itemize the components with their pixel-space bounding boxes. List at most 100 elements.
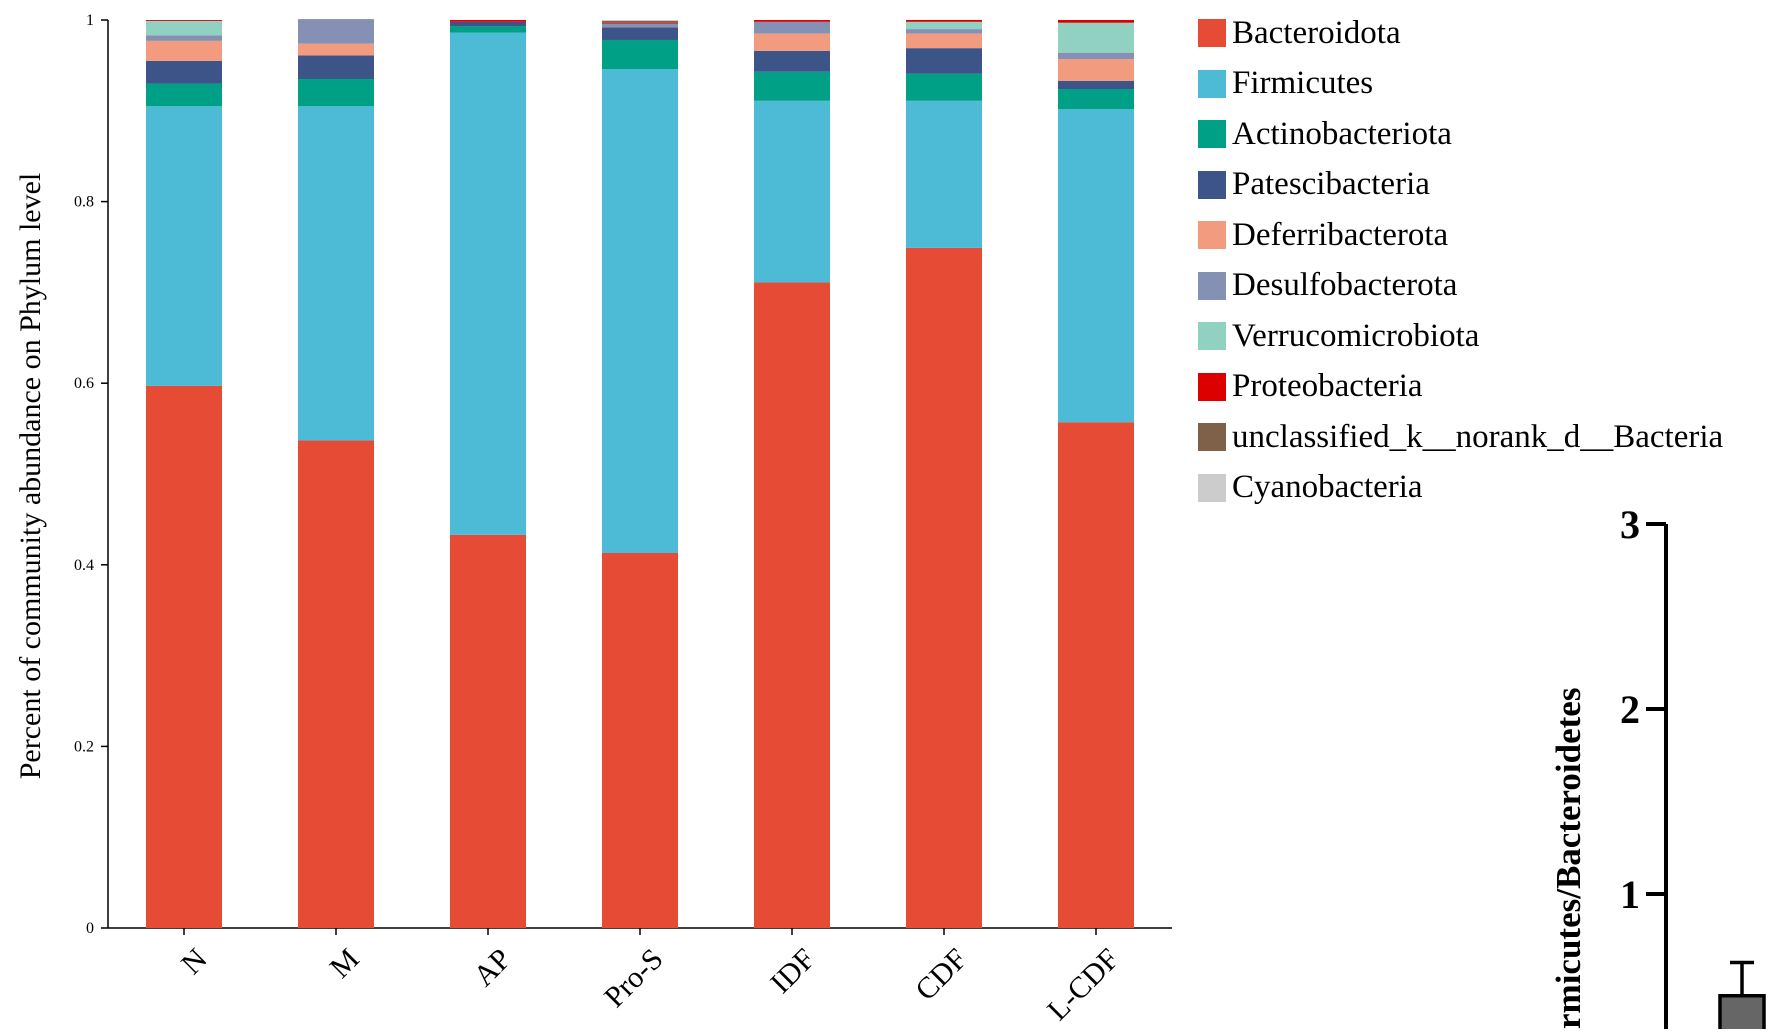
bar-segment [754,20,830,22]
legend-swatch [1198,372,1226,401]
y-tick-label: 0.8 [74,194,94,211]
bar-segment [450,21,526,27]
bar-segment [298,55,374,80]
y-tick-label: 0.4 [74,557,94,574]
bar-segment [602,39,678,70]
legend-item: Patescibacteria [1198,160,1723,211]
bar-segment [298,19,374,44]
bar-segment [146,83,222,107]
y-tick-label: 0.2 [74,738,94,755]
y-tick-label: 0.6 [74,375,94,392]
bar-segment [450,534,526,928]
y-tick-label: 1 [86,12,94,29]
bar-segment [602,22,678,24]
bar-segment [298,43,374,56]
y-tick-label: 0 [86,920,94,937]
legend-swatch [1198,221,1226,250]
bar-segment [298,79,374,107]
bar-segment [906,247,982,928]
x-tick-label: L-CDF [1041,942,1126,1027]
bar-segment [1058,20,1134,23]
bar-segment [906,29,982,34]
bar-segment [602,20,678,21]
legend-item: Verrucomicrobiota [1198,311,1723,362]
legend-swatch [1198,120,1226,149]
legend-label: Cyanobacteria [1232,469,1423,506]
legend-item: Bacteroidota [1198,8,1723,59]
x-tick-label: AP [467,942,517,992]
bar-segment [1058,52,1134,60]
bar-segment [146,40,222,61]
bar-segment [1058,108,1134,423]
legend-label: Verrucomicrobiota [1232,317,1480,354]
bar-segment [450,32,526,535]
bar-segment [146,35,222,41]
bar-segment [906,48,982,74]
bar-segment [754,33,830,51]
inset-bar [1718,994,1766,1034]
bar-segment [602,69,678,553]
legend-swatch [1198,19,1226,48]
legend-item: Actinobacteriota [1198,109,1723,160]
bar-segment [754,71,830,101]
bar-segment [754,100,830,283]
legend: Bacteroidota Firmicutes Actinobacteriota Pa… [1198,8,1723,513]
bar-segment [906,73,982,101]
legend-label: Desulfobacterota [1232,267,1458,304]
x-tick-label: CDF [909,942,974,1007]
legend-label: Deferribacterota [1232,216,1449,253]
bar-segment [1058,80,1134,90]
bar-segment [450,20,526,22]
legend-label: Proteobacteria [1232,368,1423,405]
bar-segment [906,33,982,49]
bar-segment [146,20,222,36]
x-tick-label: M [323,942,365,984]
legend-label: Bacteroidota [1232,14,1401,51]
legend-swatch [1198,473,1226,502]
bar-segment [450,26,526,33]
inset-y-tick-label: 2 [1620,687,1640,732]
bar-segment [906,100,982,248]
legend-label: Actinobacteriota [1232,115,1452,152]
bar-segment [298,106,374,441]
bar-segment [754,282,830,928]
bar-segment [906,20,982,22]
legend-item: unclassified_k__norank_d__Bacteria [1198,412,1723,463]
legend-label: Patescibacteria [1232,166,1430,203]
legend-swatch [1198,69,1226,98]
legend-label: Firmicutes [1232,65,1374,102]
bar-segment [146,106,222,386]
inset-y-axis-label: rmicutes/Bacteroidetes [1549,688,1588,1029]
legend-item: Proteobacteria [1198,362,1723,413]
legend-item: Cyanobacteria [1198,463,1723,514]
legend-label: unclassified_k__norank_d__Bacteria [1232,418,1724,455]
inset-y-tick-label: 3 [1620,502,1640,547]
x-tick-label: Pro-S [598,942,670,1014]
legend-item: Deferribacterota [1198,210,1723,261]
bar-segment [754,21,830,34]
legend-swatch [1198,170,1226,199]
bar-segment [906,21,982,30]
bar-segment [146,60,222,84]
legend-item: Firmicutes [1198,59,1723,110]
bar-segment [1058,422,1134,928]
bar-segment [298,440,374,928]
inset-y-tick-label: 1 [1620,872,1640,917]
legend-swatch [1198,322,1226,351]
bar-segment [1058,22,1134,53]
legend-swatch [1198,271,1226,300]
bar-segment [602,23,678,28]
legend-swatch [1198,423,1226,452]
legend-item: Desulfobacterota [1198,261,1723,312]
x-tick-label: IDF [764,942,822,1000]
bar-segment [602,552,678,928]
bar-segment [602,27,678,40]
bar-segment [1058,59,1134,81]
bar-segment [754,50,830,72]
bar-segment [1058,89,1134,109]
x-tick-label: N [175,942,214,981]
bar-segment [146,385,222,928]
bar-segment [602,20,678,23]
bar-segment [146,20,222,21]
